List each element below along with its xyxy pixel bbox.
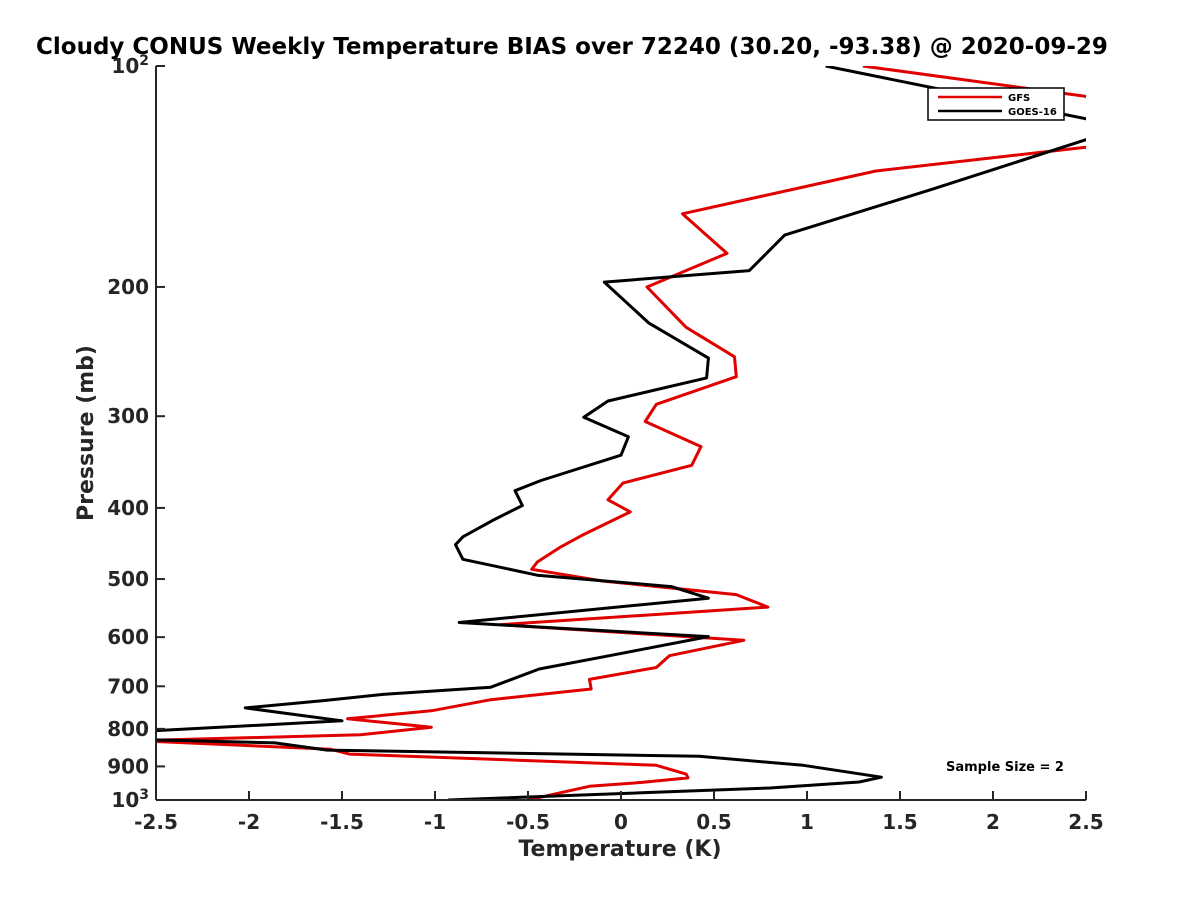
x-tick-label: -2.5 (134, 810, 178, 834)
legend: GFS GOES-16 (927, 87, 1065, 121)
sample-size-annotation: Sample Size = 2 (946, 760, 1064, 775)
y-tick-label: 700 (107, 674, 149, 698)
y-tick-label: 400 (107, 496, 149, 520)
y-tick-label: 103 (111, 787, 149, 812)
x-tick-label: -0.5 (506, 810, 550, 834)
x-tick-label: 2.5 (1068, 810, 1103, 834)
series-layer (156, 66, 1086, 800)
x-tick-label: -2 (238, 810, 260, 834)
y-axis-label: Pressure (mb) (74, 345, 99, 521)
ticks-layer: -2.5 -2 -1.5 -1 -0.5 0 0.5 1 1.5 2 2.5 102 200 300 400… (107, 53, 1103, 834)
y-tick-label: 900 (107, 754, 149, 778)
x-axis-label: Temperature (K) (518, 837, 721, 862)
legend-label-goes16: GOES-16 (1008, 107, 1057, 118)
y-tick-label: 200 (107, 275, 149, 299)
x-tick-label: 2 (986, 810, 1000, 834)
x-tick-label: 1 (800, 810, 814, 834)
y-tick-label: 102 (111, 53, 149, 78)
x-tick-label: 0.5 (696, 810, 731, 834)
series-line-goes16 (156, 66, 1086, 800)
x-tick-label: 1.5 (882, 810, 917, 834)
legend-label-gfs: GFS (1008, 93, 1030, 104)
x-tick-label: 0 (614, 810, 628, 834)
y-tick-label: 500 (107, 567, 149, 591)
legend-box (927, 87, 1065, 121)
chart-title: Cloudy CONUS Weekly Temperature BIAS ove… (36, 34, 1108, 60)
y-tick-label: 600 (107, 625, 149, 649)
x-tick-label: -1.5 (320, 810, 364, 834)
y-tick-label: 800 (107, 717, 149, 741)
x-tick-label: -1 (424, 810, 446, 834)
y-tick-label: 300 (107, 404, 149, 428)
